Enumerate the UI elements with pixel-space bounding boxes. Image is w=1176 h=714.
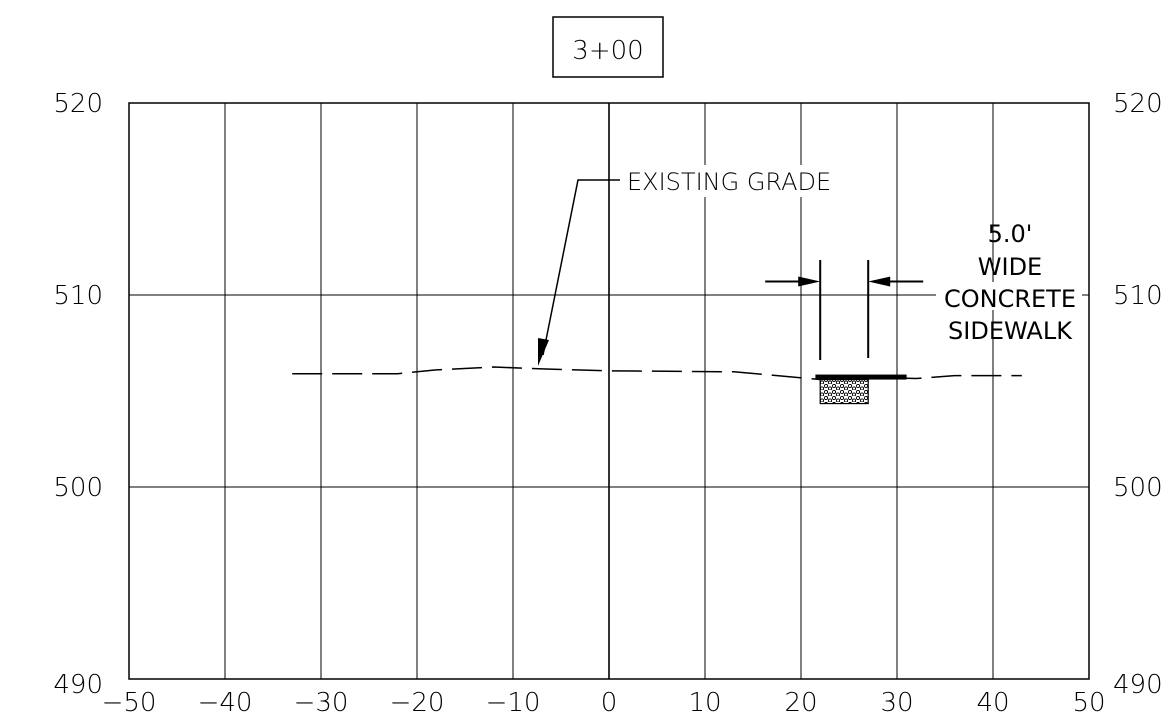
existing-grade-arrowhead xyxy=(538,338,549,366)
y-tick-label-left: 500 xyxy=(53,473,103,503)
y-tick-label-right: 500 xyxy=(1113,473,1163,503)
x-tick-label: −30 xyxy=(294,688,349,714)
x-tick-label: −20 xyxy=(390,688,445,714)
y-tick-label-left: 510 xyxy=(53,281,103,311)
y-tick-label-left: 490 xyxy=(53,670,103,700)
x-tick-label: −40 xyxy=(198,688,253,714)
sidewalk-width-label: 5.0' xyxy=(988,220,1033,248)
existing-grade-callout: EXISTING GRADE xyxy=(538,165,865,366)
x-tick-label: 0 xyxy=(601,688,618,714)
sidewalk-note: 5.0' WIDE CONCRETE SIDEWALK xyxy=(936,220,1082,345)
y-tick-label-right: 490 xyxy=(1113,670,1163,700)
dimension-arrowhead-left xyxy=(798,276,821,287)
x-tick-label: 10 xyxy=(688,688,721,714)
y-axis-left-ticks: 490 500 510 520 xyxy=(53,89,103,700)
x-tick-label: 50 xyxy=(1072,688,1105,714)
x-tick-label: 20 xyxy=(784,688,817,714)
sidewalk-concrete-slab xyxy=(815,374,907,380)
y-tick-label-left: 520 xyxy=(53,89,103,119)
existing-grade-label: EXISTING GRADE xyxy=(627,168,831,196)
station-label-box xyxy=(552,16,664,78)
sidewalk-section xyxy=(815,374,907,405)
existing-grade-line xyxy=(292,366,1022,381)
x-tick-label: −10 xyxy=(486,688,541,714)
x-tick-label: −50 xyxy=(102,688,157,714)
y-tick-label-right: 510 xyxy=(1113,281,1163,311)
x-axis-ticks: −50 −40 −30 −20 −10 0 10 20 30 40 50 xyxy=(102,688,1106,714)
sidewalk-aggregate-base xyxy=(819,378,869,405)
sidewalk-width-dimension xyxy=(765,260,924,360)
station-label: 3+00 xyxy=(572,36,643,66)
sidewalk-note-line3: SIDEWALK xyxy=(948,317,1073,345)
y-axis-right-ticks: 490 500 510 520 xyxy=(1113,89,1163,700)
x-tick-label: 30 xyxy=(880,688,913,714)
x-tick-label: 40 xyxy=(976,688,1009,714)
sidewalk-note-line2: CONCRETE xyxy=(944,285,1076,313)
sidewalk-note-line1: WIDE xyxy=(978,253,1042,281)
existing-grade-leader xyxy=(542,179,620,356)
y-tick-label-right: 520 xyxy=(1113,89,1163,119)
dimension-arrowhead-right xyxy=(868,276,891,287)
grid xyxy=(129,103,1089,679)
